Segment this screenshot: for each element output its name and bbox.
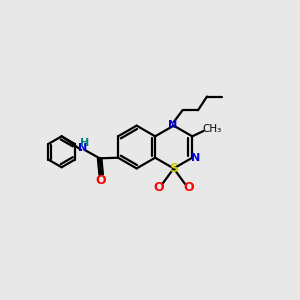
Text: O: O [95,173,106,187]
Text: N: N [191,153,200,163]
Text: O: O [153,181,164,194]
Text: O: O [184,181,194,194]
Text: H: H [80,138,89,148]
Text: CH₃: CH₃ [202,124,221,134]
Text: N: N [168,120,177,130]
Text: N: N [78,142,87,153]
Text: S: S [169,162,178,175]
